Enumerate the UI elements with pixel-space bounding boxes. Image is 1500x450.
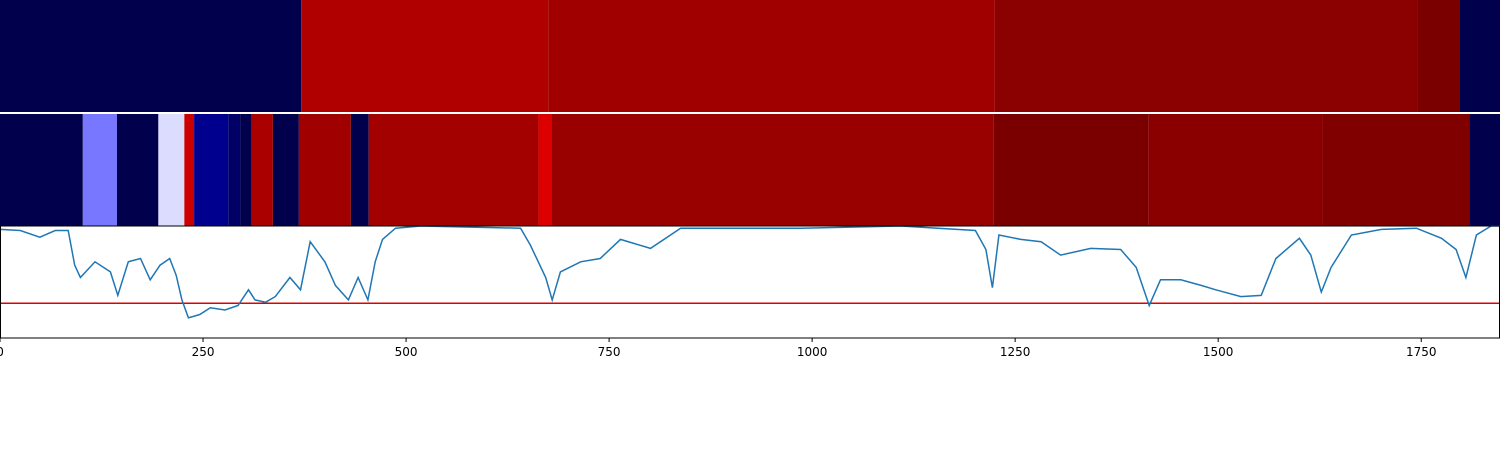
segment xyxy=(158,114,185,226)
x-tick-label: 750 xyxy=(598,345,621,359)
x-tick-label: 1750 xyxy=(1406,345,1437,359)
segment xyxy=(82,114,117,226)
segment xyxy=(993,114,1149,226)
x-tick-label: 250 xyxy=(192,345,215,359)
segment xyxy=(538,114,552,226)
segment xyxy=(548,0,995,112)
x-tick-label: 1500 xyxy=(1203,345,1234,359)
segment xyxy=(301,0,549,112)
segment xyxy=(1459,0,1500,112)
segment xyxy=(350,114,369,226)
x-tick-label: 500 xyxy=(395,345,418,359)
segment xyxy=(368,114,539,226)
segment xyxy=(0,0,302,112)
segment xyxy=(551,114,994,226)
data-line xyxy=(0,225,1500,319)
segment xyxy=(994,0,1418,112)
segment xyxy=(1417,0,1460,112)
segment xyxy=(240,114,252,226)
x-tick-label: 1000 xyxy=(797,345,828,359)
segment xyxy=(1469,114,1500,226)
segment xyxy=(272,114,299,226)
segment xyxy=(116,114,159,226)
segment xyxy=(0,114,83,226)
segment xyxy=(298,114,351,226)
segment xyxy=(228,114,241,226)
x-tick-label: 1250 xyxy=(1000,345,1031,359)
plot-frame xyxy=(0,225,1500,339)
segment xyxy=(1148,114,1323,226)
segment xyxy=(184,114,195,226)
segment xyxy=(251,114,273,226)
segment xyxy=(194,114,229,226)
segment xyxy=(1322,114,1470,226)
x-tick-label: 0 xyxy=(0,345,4,359)
